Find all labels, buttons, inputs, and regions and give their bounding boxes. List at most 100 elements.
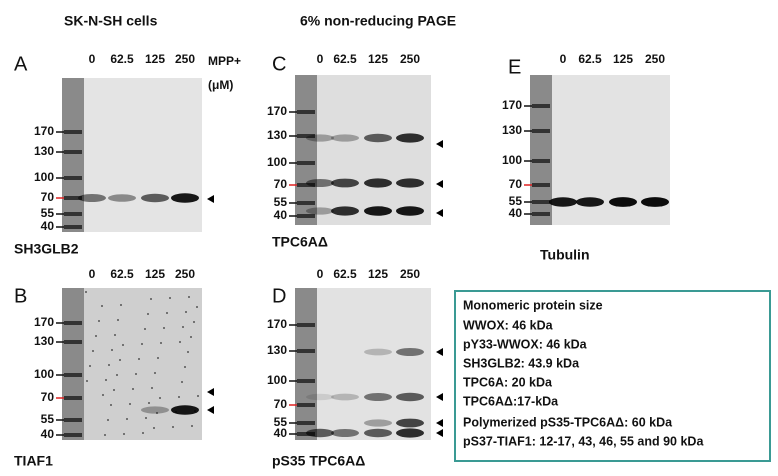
ladder-band — [532, 159, 550, 163]
ladder — [62, 78, 84, 232]
protein-name: TPC6AΔ — [272, 234, 328, 250]
marker-label: 70 — [274, 177, 288, 191]
marker-label: 55 — [274, 415, 288, 429]
speck — [150, 298, 152, 300]
band — [396, 428, 424, 438]
band — [78, 194, 106, 202]
speck — [163, 327, 165, 329]
ladder-band — [64, 396, 82, 400]
panel-letter: D — [272, 285, 286, 307]
blot — [62, 288, 202, 440]
speck — [89, 365, 91, 367]
speck — [196, 306, 198, 308]
panel-letter: C — [272, 53, 286, 75]
speck — [116, 374, 118, 376]
band — [331, 393, 359, 401]
ladder-band — [532, 104, 550, 108]
band — [108, 194, 136, 202]
arrow — [436, 393, 443, 401]
lane-label: 125 — [368, 52, 388, 66]
band — [171, 193, 199, 203]
marker-label: 70 — [41, 190, 55, 204]
ladder-band — [297, 432, 315, 436]
speck — [119, 359, 121, 361]
band — [364, 428, 392, 438]
ladder-band — [64, 130, 82, 134]
panel-letter: A — [14, 53, 28, 75]
speck — [181, 381, 183, 383]
speck — [132, 388, 134, 390]
arrow — [436, 209, 443, 217]
marker-label: 55 — [41, 412, 55, 426]
speck — [166, 312, 168, 314]
lane-label: 0 — [317, 52, 324, 66]
marker-label: 70 — [41, 390, 55, 404]
lane-label: 0 — [317, 267, 324, 281]
header-left: SK-N-SH cells — [64, 13, 158, 29]
band — [331, 178, 359, 188]
speck — [111, 349, 113, 351]
lane-label: 125 — [613, 52, 633, 66]
protein-name: TIAF1 — [14, 453, 53, 469]
speck — [159, 397, 161, 399]
marker-label: 130 — [267, 343, 287, 357]
marker-label: 130 — [502, 123, 522, 137]
arrow — [436, 419, 443, 427]
ladder-band — [297, 134, 315, 138]
speck — [179, 341, 181, 343]
speck — [110, 404, 112, 406]
speck — [151, 387, 153, 389]
lane-label: 0 — [89, 267, 96, 281]
legend-line: Monomeric protein size — [463, 298, 603, 312]
band — [331, 134, 359, 142]
speck — [148, 402, 150, 404]
ladder-band — [64, 150, 82, 154]
band — [364, 393, 392, 401]
speck — [95, 335, 97, 337]
band — [306, 134, 334, 142]
ladder-band — [297, 110, 315, 114]
arrow — [436, 180, 443, 188]
speck — [123, 433, 125, 435]
band — [396, 133, 424, 143]
marker-label: 40 — [41, 427, 55, 441]
lane-label: 250 — [400, 267, 420, 281]
band — [576, 197, 604, 207]
legend-line: pY33-WWOX: 46 kDa — [463, 337, 588, 351]
marker-label: 170 — [267, 104, 287, 118]
protein-name: SH3GLB2 — [14, 241, 79, 257]
speck — [172, 426, 174, 428]
speck — [188, 296, 190, 298]
protein-name: pS35 TPC6AΔ — [272, 453, 365, 469]
speck — [122, 344, 124, 346]
ladder-band — [64, 373, 82, 377]
lane-label: 0 — [89, 52, 96, 66]
speck — [154, 372, 156, 374]
speck — [184, 366, 186, 368]
ladder-band — [297, 214, 315, 218]
marker-label: 55 — [274, 195, 288, 209]
speck — [108, 364, 110, 366]
marker-label: 100 — [34, 367, 54, 381]
marker-label: 40 — [274, 426, 288, 440]
speck — [114, 334, 116, 336]
marker-label: 70 — [274, 397, 288, 411]
ladder-band — [297, 403, 315, 407]
band — [141, 193, 169, 203]
ladder-band — [297, 183, 315, 187]
speck — [185, 311, 187, 313]
marker-label: 170 — [502, 98, 522, 112]
speck — [141, 343, 143, 345]
speck — [187, 351, 189, 353]
speck — [182, 326, 184, 328]
speck — [193, 321, 195, 323]
speck — [117, 319, 119, 321]
ladder — [62, 288, 84, 440]
marker-label: 100 — [34, 170, 54, 184]
unit-label: MPP+ — [208, 54, 241, 68]
speck — [157, 357, 159, 359]
ladder-band — [64, 212, 82, 216]
speck — [147, 313, 149, 315]
speck — [138, 358, 140, 360]
legend-line: Polymerized pS35-TPC6AΔ: 60 kDa — [463, 415, 673, 429]
